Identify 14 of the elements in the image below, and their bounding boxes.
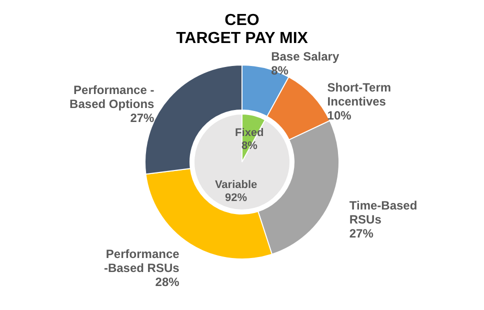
data-label: 27% — [130, 110, 155, 125]
chart-title: CEO TARGET PAY MIX — [176, 12, 308, 47]
slice-label: Variable — [214, 179, 258, 192]
data-label: 28% — [155, 275, 180, 290]
slice-label: Performance - Based Options — [70, 82, 155, 111]
data-label: 92% — [225, 192, 248, 204]
slice-label: Performance -Based RSUs — [104, 247, 180, 276]
slice-label: Base Salary — [271, 49, 340, 64]
slice-label: Time-Based RSUs — [349, 198, 418, 226]
data-label: 10% — [327, 108, 352, 122]
data-label: 27% — [349, 226, 374, 240]
slice-label: Short-Term Incentives — [327, 80, 392, 108]
pie-slice — [194, 114, 290, 210]
data-label: 8% — [271, 63, 289, 78]
